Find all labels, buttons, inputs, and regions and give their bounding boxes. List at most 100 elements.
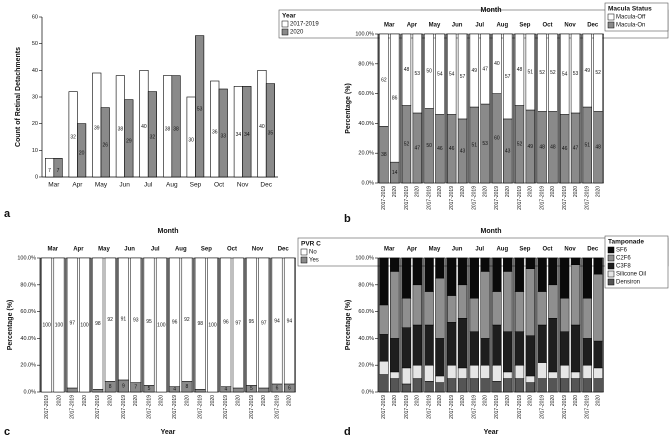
bar-segment [492,291,502,326]
bar-segment [424,291,434,326]
y-tick-label: 100.0% [355,31,374,37]
data-label: 48 [539,145,545,151]
bar-segment [492,364,502,382]
bar-segment [41,257,53,393]
bar-segment [412,378,422,393]
group-label: 2017-2019 [95,395,101,419]
bar-segment [480,378,490,393]
group-label: 2017-2019 [146,395,152,419]
bar-segment [570,324,581,373]
bar [242,86,252,178]
data-label: 4 [173,387,176,393]
legend-label: SF6 [616,248,628,254]
bar-segment [480,338,490,366]
data-label: 43 [505,148,511,154]
data-label: 51 [528,69,534,75]
facet-title: Month [158,228,179,235]
facet-label: May [429,23,441,29]
bar-segment [412,33,422,114]
facet-label: Apr [407,23,418,29]
y-tick-label: 60.0% [358,309,374,315]
group-label: 2017-2019 [172,395,178,419]
y-tick-label: 20.0% [358,363,374,369]
bar-segment [492,257,502,292]
panel-label: c [4,426,10,438]
data-label: 46 [449,146,455,152]
data-label: 91 [121,316,127,322]
bar-segment [593,273,603,342]
group-label: 2020 [210,395,216,406]
bar-segment [570,378,581,393]
legend-title: Tamponade [608,239,644,246]
y-axis-label: Percentage (%) [7,300,14,351]
bar-segment [548,284,558,319]
bar-segment [560,257,570,299]
y-tick-label: 60.0% [20,309,36,315]
group-label: 2020 [235,395,241,406]
bar-segment [469,33,479,108]
group-label: 2017-2019 [494,395,500,419]
bar-segment [570,33,581,114]
facet-frame [491,33,514,184]
facet-label: Dec [278,247,290,253]
x-tick-label: Jul [144,182,153,189]
bar-segment [447,364,457,379]
bar-segment [412,324,422,366]
group-label: 2020 [82,395,88,406]
bar-segment [514,257,525,292]
bar-segment [424,381,434,393]
legend-title: Macula Status [608,6,652,13]
bar-segment [503,371,513,379]
data-label: 100 [80,322,89,328]
facet-label: Jul [475,247,484,253]
bar-segment [220,257,232,387]
bar-segment [525,33,535,111]
bar-segment [560,297,570,332]
legend-swatch [607,270,615,278]
bar-segment [390,371,400,379]
y-axis-label: Percentage (%) [345,83,352,134]
data-label: 95 [249,319,255,325]
data-label: 52 [595,70,601,76]
data-label: 53 [573,71,579,77]
x-tick-label: Apr [72,182,83,189]
bar-segment [435,338,445,377]
legend-title: PVR C [301,241,321,248]
bar-segment [514,331,525,366]
bar [100,107,110,178]
facet-frame [513,33,536,184]
group-label: 2020 [460,186,466,197]
bar-segment [469,331,479,366]
facet-label: May [98,247,110,253]
bar-segment [143,257,155,386]
group-label: 2017-2019 [449,395,455,419]
data-label: 33 [220,133,226,139]
bar-segment [118,257,129,381]
group-label: 2020 [261,395,267,406]
bar-segment [283,257,295,385]
bar-segment [537,378,547,393]
facet-frame [219,257,245,393]
group-label: 2020 [550,186,556,197]
bar-segment [246,257,257,386]
bar-segment [593,378,603,393]
bar-segment [537,362,547,379]
data-label: 52 [517,142,523,148]
facet-title: Month [481,7,502,14]
data-label: 6 [276,385,279,391]
facet-label: Aug [175,247,187,253]
facet-label: Jun [452,247,463,253]
legend-label: C3F8 [616,264,631,270]
bar-segment [593,33,603,112]
bar-segment [570,257,581,265]
data-label: 7 [134,385,137,391]
data-label: 100 [157,322,166,328]
data-label: 50 [426,69,432,75]
x-axis-label: Year [161,429,176,436]
group-label: 2020 [505,395,511,406]
group-label: 2020 [550,395,556,406]
legend-swatch [607,254,615,262]
facet-frame [65,257,91,393]
data-label: 51 [472,142,478,148]
bar-segment [169,257,181,387]
